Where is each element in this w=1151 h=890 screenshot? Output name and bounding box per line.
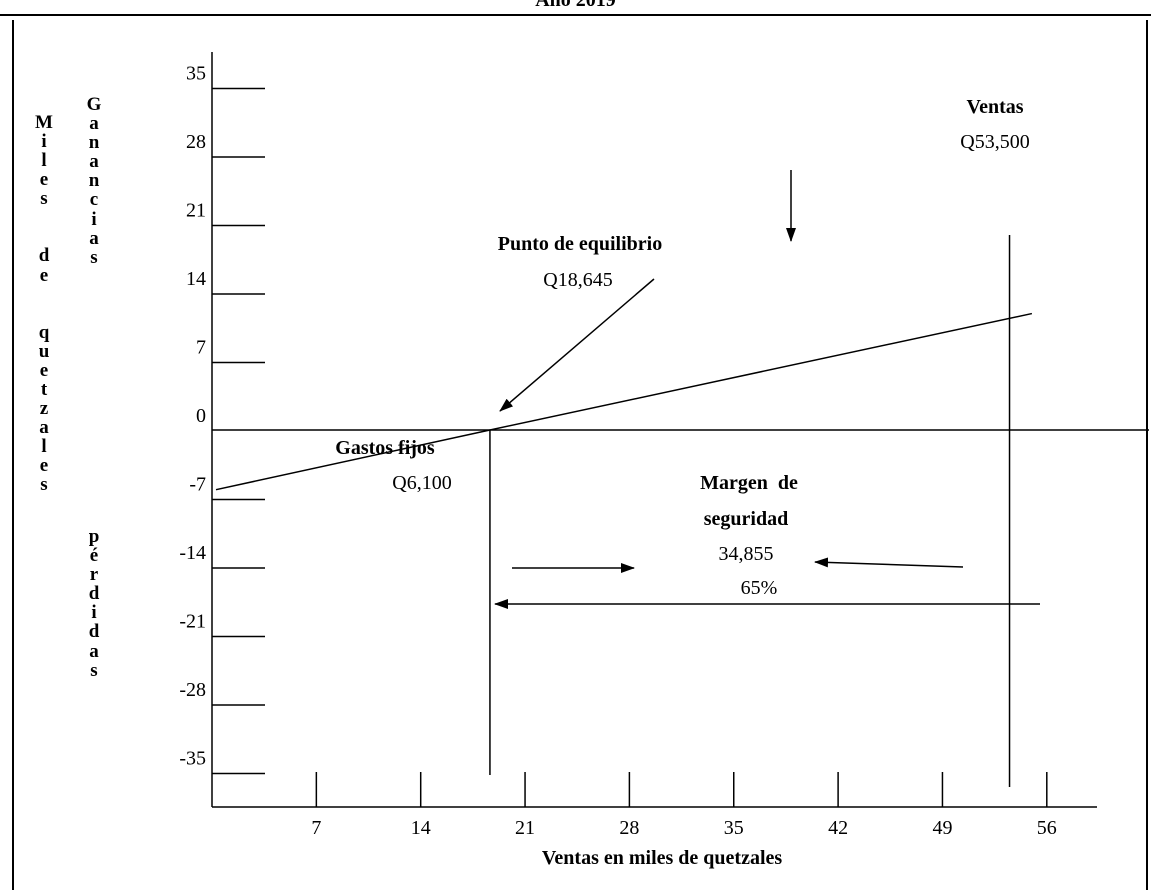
ventas-title: Ventas bbox=[966, 96, 1023, 118]
ventas-value: Q53,500 bbox=[960, 131, 1029, 153]
y-tick-label: 14 bbox=[186, 268, 206, 290]
equilibrio-value: Q18,645 bbox=[543, 269, 612, 291]
x-axis-title: Ventas en miles de quetzales bbox=[542, 847, 783, 869]
header-rule bbox=[0, 14, 1151, 16]
profit-line-segment bbox=[215, 429, 491, 491]
y-tick-label: -35 bbox=[179, 748, 206, 770]
gastos-fijos-value: Q6,100 bbox=[392, 472, 451, 494]
y-tick-label: 7 bbox=[196, 337, 206, 359]
x-tick-label: 56 bbox=[1037, 817, 1057, 839]
x-tick-label: 28 bbox=[619, 817, 639, 839]
margen-title-line1: Margen de bbox=[700, 472, 798, 494]
y-tick-label: 35 bbox=[186, 63, 206, 85]
x-tick-label: 7 bbox=[311, 817, 321, 839]
equilibrio-arrow bbox=[499, 278, 655, 412]
x-tick-label: 35 bbox=[724, 817, 744, 839]
y-tick-label: 0 bbox=[196, 405, 206, 427]
gastos-fijos-title: Gastos fijos bbox=[335, 437, 435, 459]
y-tick-label: 28 bbox=[186, 131, 206, 153]
x-tick-label: 14 bbox=[411, 817, 431, 839]
chart-frame bbox=[12, 20, 1148, 890]
y-tick-label: -28 bbox=[179, 679, 206, 701]
y-tick-label: -21 bbox=[179, 611, 206, 633]
x-tick-label: 21 bbox=[515, 817, 535, 839]
equilibrio-title: Punto de equilibrio bbox=[498, 233, 662, 255]
y-tick-label: -14 bbox=[179, 542, 206, 564]
y-tick-label: -7 bbox=[189, 474, 206, 496]
margen-title-line2: seguridad bbox=[704, 508, 788, 530]
x-tick-label: 49 bbox=[932, 817, 952, 839]
margen-percent: 65% bbox=[741, 577, 778, 599]
page-title: Año 2019 bbox=[535, 0, 616, 11]
x-tick-label: 42 bbox=[828, 817, 848, 839]
margen-value: 34,855 bbox=[719, 543, 774, 565]
profit-line-segment bbox=[489, 312, 1033, 431]
y-tick-label: 21 bbox=[186, 200, 206, 222]
margen-arrow-left bbox=[814, 557, 964, 568]
